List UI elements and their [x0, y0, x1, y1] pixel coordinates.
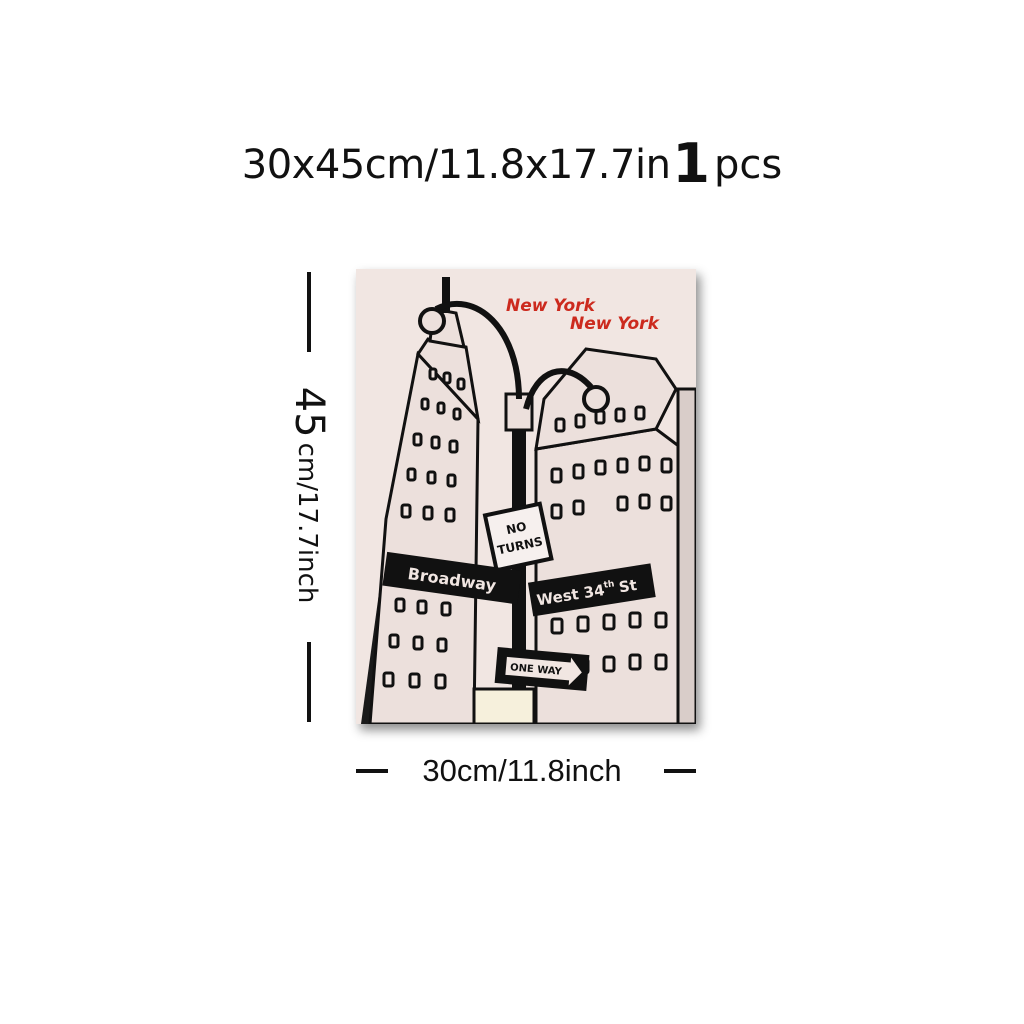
height-dimension-label: 45 cm/17.7inch [286, 387, 332, 604]
height-number: 45 [286, 386, 332, 438]
one-way-sign-text: ONE WAY [510, 662, 563, 678]
new-york-street-illustration: NO TURNS Broadway West 34th St ONE WAY Ne… [356, 269, 696, 724]
artwork-title-line1: New York [506, 296, 597, 316]
width-dimension-line-left [356, 769, 388, 773]
height-dimension-line-bottom [307, 642, 311, 722]
height-dimension-line-top [307, 272, 311, 352]
width-dimension-line-right [664, 769, 696, 773]
width-dimension-label: 30cm/11.8inch [422, 753, 622, 788]
west-34-end: St [618, 576, 639, 597]
quantity-unit: pcs [714, 142, 783, 188]
size-label: 30x45cm/11.8x17.7in [241, 142, 671, 188]
product-size-headline: 30x45cm/11.8x17.7in1 pcs [0, 132, 1024, 195]
height-text: cm/17.7inch [292, 442, 322, 604]
no-turns-line1: NO [505, 519, 528, 537]
quantity-number: 1 [672, 132, 710, 195]
artwork-title-line2: New York [570, 314, 661, 334]
poster-artwork: NO TURNS Broadway West 34th St ONE WAY Ne… [356, 269, 696, 724]
west-34-sup: th [603, 579, 615, 591]
